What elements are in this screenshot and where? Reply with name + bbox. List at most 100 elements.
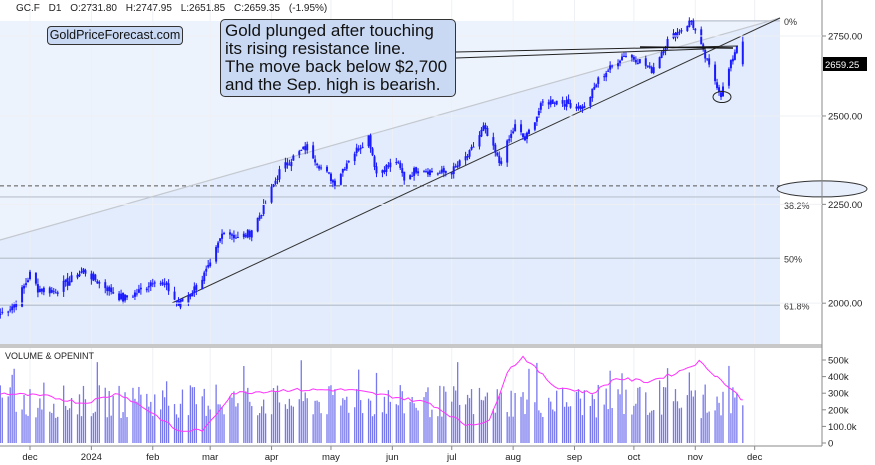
fib-label: 61.8% [784,301,810,311]
price-bar-body [500,161,503,165]
panel-separator [0,344,822,348]
price-bar-body [126,295,129,298]
price-bar-body [565,100,568,108]
price-bar-body [470,147,473,150]
price-bar-body [415,167,418,173]
price-bar-body [256,217,259,232]
price-bar-body [438,172,441,174]
price-bar-body [207,264,210,268]
price-bar-body [510,133,513,138]
price-bar-body [76,274,79,278]
price-bar-body [430,171,433,173]
price-bar-body [258,215,261,220]
price-bar-body [0,313,2,315]
price-bar-body [636,63,639,65]
price-bar-body [34,272,37,284]
price-bar-body [425,171,427,173]
price-bar-body [662,51,665,54]
price-bar-body [292,155,295,161]
price-bar-body [355,147,358,153]
price-bar-body [395,162,398,164]
price-bar-body [617,63,620,67]
x-tick-label: jun [385,452,399,463]
price-bar-body [147,286,150,288]
price-bar-body [426,171,429,175]
open-interest-line [0,355,743,432]
sep-high-line [639,46,734,49]
price-bar-body [357,148,360,151]
price-bar-body [219,238,222,242]
resistance-line [0,17,781,241]
change-value: (-1.95%) [288,3,328,14]
price-bar-body [66,277,69,286]
price-bar-body [609,65,612,70]
price-bar-body [42,287,45,293]
price-bar-body [284,162,287,169]
price-bar-body [290,161,293,167]
price-bar-body [440,169,443,173]
price-bar-body [80,271,83,274]
price-bar-body [729,60,732,69]
price-bar-body [547,102,550,105]
price-bar-body [708,58,711,65]
price-bar-body [205,268,208,272]
x-tick-label: may [322,452,340,463]
price-bar-body [371,148,374,156]
price-bar-body [563,104,566,107]
price-bar-body [686,25,689,32]
price-bar-body [411,175,414,177]
price-bar-body [359,147,362,150]
fib-label: 38.2% [784,201,810,211]
price-bar-body [496,152,499,156]
price-bar-body [312,145,315,159]
price-bar-body [520,124,523,133]
price-bar-body [223,232,226,234]
price-bars [0,17,744,319]
price-bar-body [555,100,558,105]
price-bar-body [29,271,31,280]
price-bar-body [15,303,18,308]
price-bar-body [64,279,67,282]
price-bar-body [478,135,481,147]
price-bar-body [286,162,289,166]
price-bar-body [314,159,317,163]
price-bar-body [104,282,107,289]
price-bar-body [716,82,719,89]
price-bar-body [593,86,596,90]
price-bar-body [436,173,439,175]
price-bar-body [181,298,184,302]
price-bar-body [650,67,653,74]
price-bar-body [385,164,388,172]
price-bar-body [692,20,695,28]
price-bar-body [248,230,251,238]
price-bar-body [553,102,556,104]
price-bar-body [700,29,703,45]
price-bar-body [591,88,594,99]
price-bar-body [648,65,651,68]
price-bar-body [569,103,572,108]
price-bar-body [149,282,152,287]
price-bar-body [652,67,655,73]
price-bar-body [250,230,253,238]
price-bar-body [122,292,125,302]
price-bar-body [690,20,693,22]
price-bar-body [137,289,140,293]
price-bar-body [680,30,683,32]
price-bar-body [108,286,111,292]
price-bar-body [272,184,275,187]
open-value: O:2731.80 [70,3,117,14]
price-bar-body [714,64,717,82]
price-bar-body [320,167,323,169]
x-tick-label: dec [747,452,763,463]
price-bar-body [54,292,57,294]
price-bar-body [678,31,681,33]
price-bar-body [339,173,342,185]
price-bar-body [318,166,321,169]
price-bar-body [191,293,194,297]
price-bar-body [525,132,528,139]
price-bar-body [634,59,637,63]
price-bar-body [367,135,370,147]
price-bar-body [179,300,182,308]
price-bar-body [387,165,390,167]
annotation-box: Gold plunged after touching its rising r… [220,19,456,97]
